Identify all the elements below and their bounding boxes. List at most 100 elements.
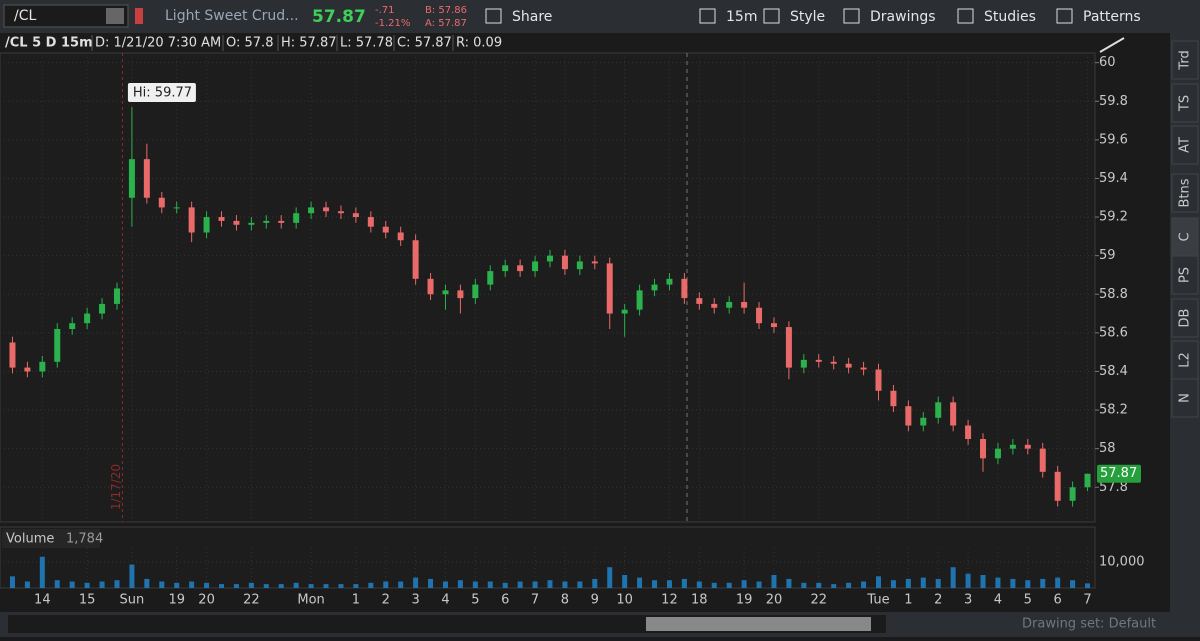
volume-bar bbox=[189, 581, 195, 588]
candle-body bbox=[397, 232, 404, 241]
toolbar-button[interactable]: Studies bbox=[984, 9, 1036, 25]
candle-body bbox=[352, 213, 359, 218]
volume-bar bbox=[368, 582, 374, 588]
candle-body bbox=[233, 220, 240, 225]
side-tab[interactable]: C bbox=[1178, 232, 1193, 241]
candle-body bbox=[382, 226, 389, 233]
volume-bar bbox=[472, 581, 478, 588]
last-price: 57.87 bbox=[312, 7, 366, 27]
toolbar-icon[interactable] bbox=[957, 8, 974, 24]
candle-body bbox=[711, 303, 718, 308]
side-tab[interactable]: DB bbox=[1178, 309, 1193, 328]
toolbar-button[interactable]: Style bbox=[790, 9, 825, 25]
ask: A: 57.87 bbox=[425, 18, 467, 29]
symbol-dropdown[interactable] bbox=[106, 8, 124, 24]
toolbar-button[interactable]: 15m bbox=[726, 9, 757, 25]
x-tick-label: 22 bbox=[810, 593, 827, 608]
volume-bar bbox=[174, 582, 180, 588]
side-tab[interactable]: L2 bbox=[1178, 352, 1193, 368]
toolbar-button[interactable]: Drawings bbox=[870, 9, 936, 25]
volume-bar bbox=[398, 581, 404, 588]
candle-body bbox=[666, 278, 673, 285]
x-tick-label: 12 bbox=[661, 593, 678, 608]
x-tick-label: 2 bbox=[934, 593, 942, 608]
toolbar-icon[interactable] bbox=[699, 8, 716, 24]
y-tick-label: 58.2 bbox=[1099, 403, 1128, 418]
toolbar-button[interactable]: Patterns bbox=[1083, 9, 1141, 25]
side-tab[interactable]: N bbox=[1178, 393, 1193, 403]
toolbar-icon[interactable] bbox=[843, 8, 860, 24]
side-tab-box[interactable] bbox=[1171, 298, 1199, 338]
candle-body bbox=[39, 361, 46, 372]
candle-body bbox=[427, 278, 434, 295]
volume-bar bbox=[39, 556, 45, 588]
volume-bar bbox=[144, 578, 150, 588]
link-icon[interactable] bbox=[135, 8, 143, 24]
candle-body bbox=[815, 359, 822, 362]
candle-body bbox=[741, 301, 748, 308]
info-field: R: 0.09 bbox=[456, 36, 502, 51]
candle-body bbox=[935, 402, 942, 418]
side-tab[interactable]: AT bbox=[1178, 137, 1193, 153]
info-field: /CL 5 D 15m bbox=[5, 36, 93, 51]
candle-body bbox=[875, 369, 882, 391]
volume-bar bbox=[756, 581, 762, 588]
candle-body bbox=[412, 240, 419, 279]
toolbar-icon[interactable] bbox=[485, 8, 502, 24]
side-tab-box[interactable] bbox=[1171, 83, 1199, 123]
price-flag bbox=[1097, 464, 1141, 483]
x-tick-label: 2 bbox=[382, 593, 390, 608]
volume-bar bbox=[950, 567, 956, 588]
volume-bar bbox=[622, 575, 628, 588]
candle-body bbox=[726, 301, 733, 308]
candle-body bbox=[517, 265, 524, 272]
side-tab-box[interactable] bbox=[1171, 40, 1199, 80]
side-tab-box[interactable] bbox=[1171, 255, 1199, 295]
candle-body bbox=[367, 217, 374, 227]
volume-bar bbox=[24, 581, 30, 588]
scroll-thumb[interactable] bbox=[646, 617, 871, 631]
side-tab-box[interactable] bbox=[1171, 217, 1199, 257]
x-tick-label: 8 bbox=[561, 593, 569, 608]
side-tab[interactable]: Btns bbox=[1178, 178, 1193, 207]
volume-bar bbox=[681, 578, 687, 588]
volume-bar bbox=[293, 582, 299, 588]
candle-body bbox=[188, 207, 195, 233]
candle-body bbox=[845, 363, 852, 368]
candle-body bbox=[337, 211, 344, 214]
candle-body bbox=[606, 263, 613, 314]
volume-bar bbox=[592, 578, 598, 588]
price-flag-label: 57.87 bbox=[1100, 466, 1137, 481]
candle-body bbox=[636, 290, 643, 310]
y-tick-label: 58.8 bbox=[1099, 287, 1128, 302]
toolbar-button[interactable]: Share bbox=[512, 9, 552, 25]
x-tick-label: 10 bbox=[616, 593, 633, 608]
volume-bar bbox=[547, 580, 553, 588]
drawing-set[interactable]: Drawing set: Default bbox=[1022, 617, 1156, 632]
volume-latest: 1,784 bbox=[66, 532, 103, 547]
side-tab[interactable]: PS bbox=[1178, 267, 1193, 283]
x-tick-label: Sun bbox=[120, 593, 145, 608]
symbol-box[interactable] bbox=[3, 4, 129, 28]
volume-bar bbox=[54, 580, 60, 588]
style-icon[interactable] bbox=[1099, 37, 1125, 53]
candle-body bbox=[442, 290, 449, 295]
volume-bar bbox=[219, 584, 225, 588]
description: Light Sweet Crud... bbox=[165, 8, 299, 24]
x-tick-label: 1 bbox=[352, 593, 360, 608]
side-tab[interactable]: Trd bbox=[1178, 50, 1193, 70]
side-tab-box[interactable] bbox=[1171, 173, 1199, 213]
info-field: L: 57.78 bbox=[340, 36, 393, 51]
volume-bar bbox=[607, 567, 613, 588]
side-tab[interactable]: TS bbox=[1178, 95, 1193, 112]
toolbar-icon[interactable] bbox=[763, 8, 780, 24]
candle-body bbox=[532, 261, 539, 272]
volume-bar bbox=[905, 578, 911, 588]
side-tab-box[interactable] bbox=[1171, 125, 1199, 165]
side-tab-box[interactable] bbox=[1171, 340, 1199, 380]
toolbar-icon[interactable] bbox=[1056, 8, 1073, 24]
volume-bar bbox=[428, 578, 434, 588]
side-tab-box[interactable] bbox=[1171, 378, 1199, 418]
volume-bar bbox=[1070, 580, 1076, 588]
candle-body bbox=[965, 425, 972, 440]
